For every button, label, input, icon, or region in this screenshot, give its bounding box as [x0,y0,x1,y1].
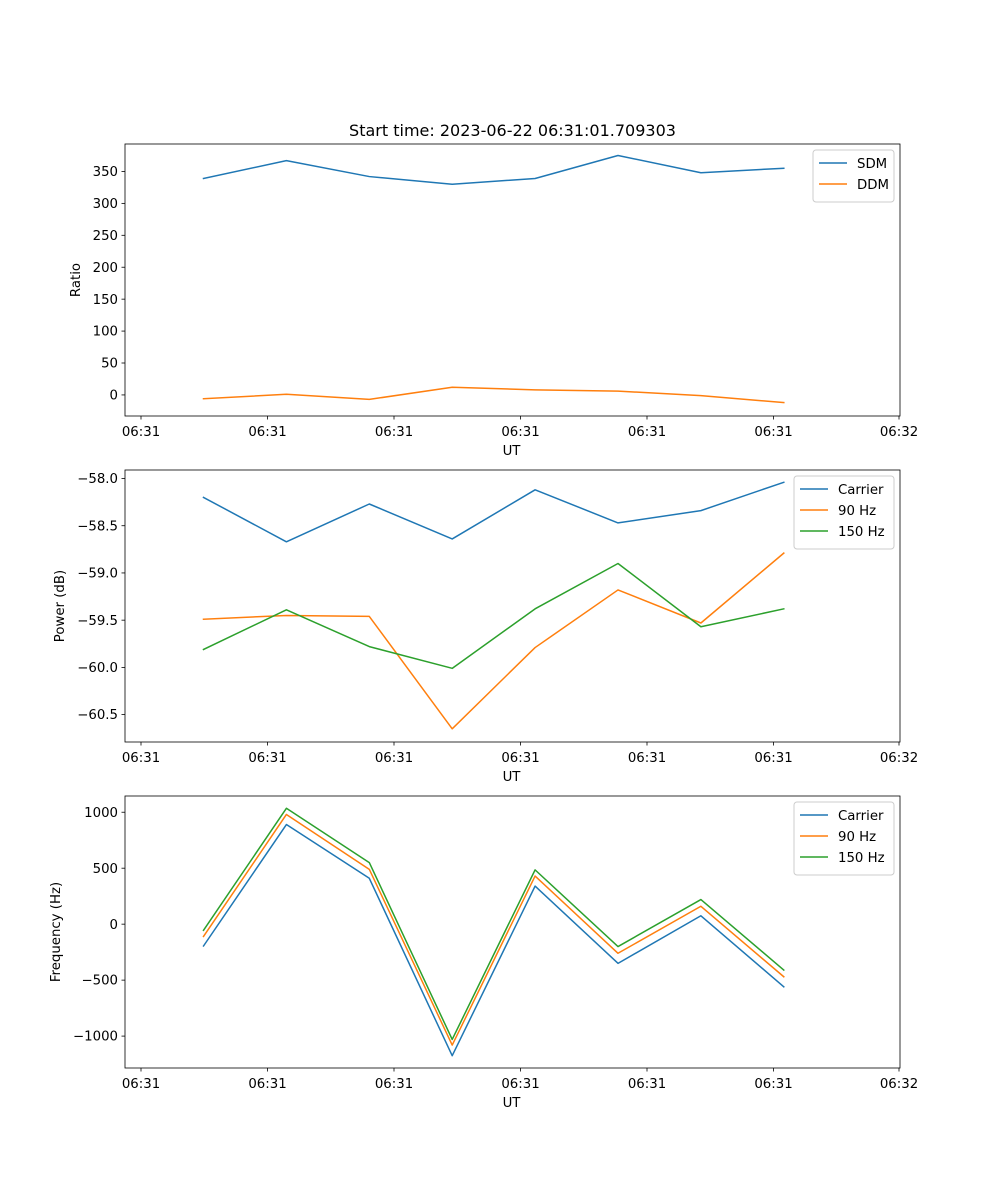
y-tick-label: −60.0 [77,661,118,676]
series-line-90-hz [202,552,785,730]
axes-frame [124,795,901,1069]
legend-label: 150 Hz [838,525,885,540]
legend-label: Carrier [838,483,884,498]
x-tick-label: 06:31 [248,751,286,766]
x-axis-label: UT [503,1096,522,1111]
axes-frame [124,469,901,743]
y-axis-label: Power (dB) [53,570,68,642]
axes-frame [124,143,901,417]
y-tick-label: −59.5 [77,614,118,629]
chart-title: Start time: 2023-06-22 06:31:01.709303 [349,121,676,140]
y-tick-label: −60.5 [77,708,118,723]
y-tick-label: 0 [110,918,118,933]
y-tick-label: 200 [93,261,118,276]
x-tick-label: 06:31 [628,425,666,440]
legend-label: DDM [857,178,889,193]
y-tick-label: −58.5 [77,519,118,534]
y-tick-label: −500 [81,974,118,989]
x-tick-label: 06:31 [122,425,160,440]
y-tick-label: 100 [93,325,118,340]
legend-label: Carrier [838,809,884,824]
y-tick-label: 500 [93,862,118,877]
x-tick-label: 06:31 [754,751,792,766]
x-tick-label: 06:31 [754,1077,792,1092]
x-tick-label: 06:31 [628,1077,666,1092]
legend: Carrier 90 Hz 150 Hz [793,801,895,876]
x-tick-label: 06:31 [501,751,539,766]
legend-label: 90 Hz [838,830,876,845]
legend-label: SDM [857,157,887,172]
x-tick-label: 06:31 [501,1077,539,1092]
y-tick-label: 150 [93,293,118,308]
x-tick-label: 06:31 [122,751,160,766]
legend-label: 90 Hz [838,504,876,519]
series-line-90-hz [202,813,785,1046]
y-tick-label: 50 [101,357,118,372]
legend: SDM DDM [812,149,895,203]
x-tick-label: 06:31 [122,1077,160,1092]
legend: Carrier 90 Hz 150 Hz [793,475,895,550]
series-line-carrier [202,823,785,1057]
x-tick-label: 06:31 [375,425,413,440]
x-tick-label: 06:31 [501,425,539,440]
y-tick-label: 250 [93,229,118,244]
x-tick-label: 06:31 [375,1077,413,1092]
series-line-ddm [202,386,785,404]
series-line-150-hz [202,562,785,670]
y-tick-label: −58.0 [77,472,118,487]
x-tick-label: 06:31 [375,751,413,766]
y-tick-label: −1000 [73,1030,118,1045]
y-tick-label: 1000 [84,806,118,821]
chart-3: 1000 500 0 −500 −1000 06:31 06:31 06:31 06:31 06:… [49,795,918,1111]
chart-1: Start time: 2023-06-22 06:31:01.709303 0 5… [69,121,918,459]
y-tick-label: 300 [93,197,118,212]
x-tick-label: 06:31 [754,425,792,440]
series-line-carrier [202,481,785,543]
y-tick-label: 350 [93,165,118,180]
series-line-sdm [202,154,785,185]
legend-label: 150 Hz [838,851,885,866]
y-axis-label: Ratio [69,263,84,297]
x-tick-label: 06:31 [628,751,666,766]
x-tick-label: 06:32 [880,751,918,766]
y-tick-label: −59.0 [77,567,118,582]
x-tick-label: 06:32 [880,425,918,440]
x-axis-label: UT [503,444,522,459]
x-tick-label: 06:31 [248,425,286,440]
series-line-150-hz [202,807,785,1041]
x-tick-label: 06:31 [248,1077,286,1092]
x-axis-label: UT [503,770,522,785]
y-axis-label: Frequency (Hz) [49,882,64,982]
chart-2: −58.0 −58.5 −59.0 −59.5 −60.0 −60.5 06:31 06:31… [53,469,918,785]
y-tick-label: 0 [110,389,118,404]
x-tick-label: 06:32 [880,1077,918,1092]
